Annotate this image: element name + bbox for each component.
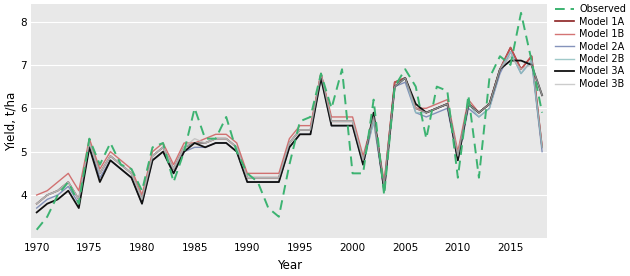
Y-axis label: Yield, t/ha: Yield, t/ha bbox=[4, 92, 17, 151]
Legend: Observed, Model 1A, Model 1B, Model 2A, Model 2B, Model 3A, Model 3B: Observed, Model 1A, Model 1B, Model 2A, … bbox=[555, 4, 626, 89]
X-axis label: Year: Year bbox=[277, 259, 302, 272]
